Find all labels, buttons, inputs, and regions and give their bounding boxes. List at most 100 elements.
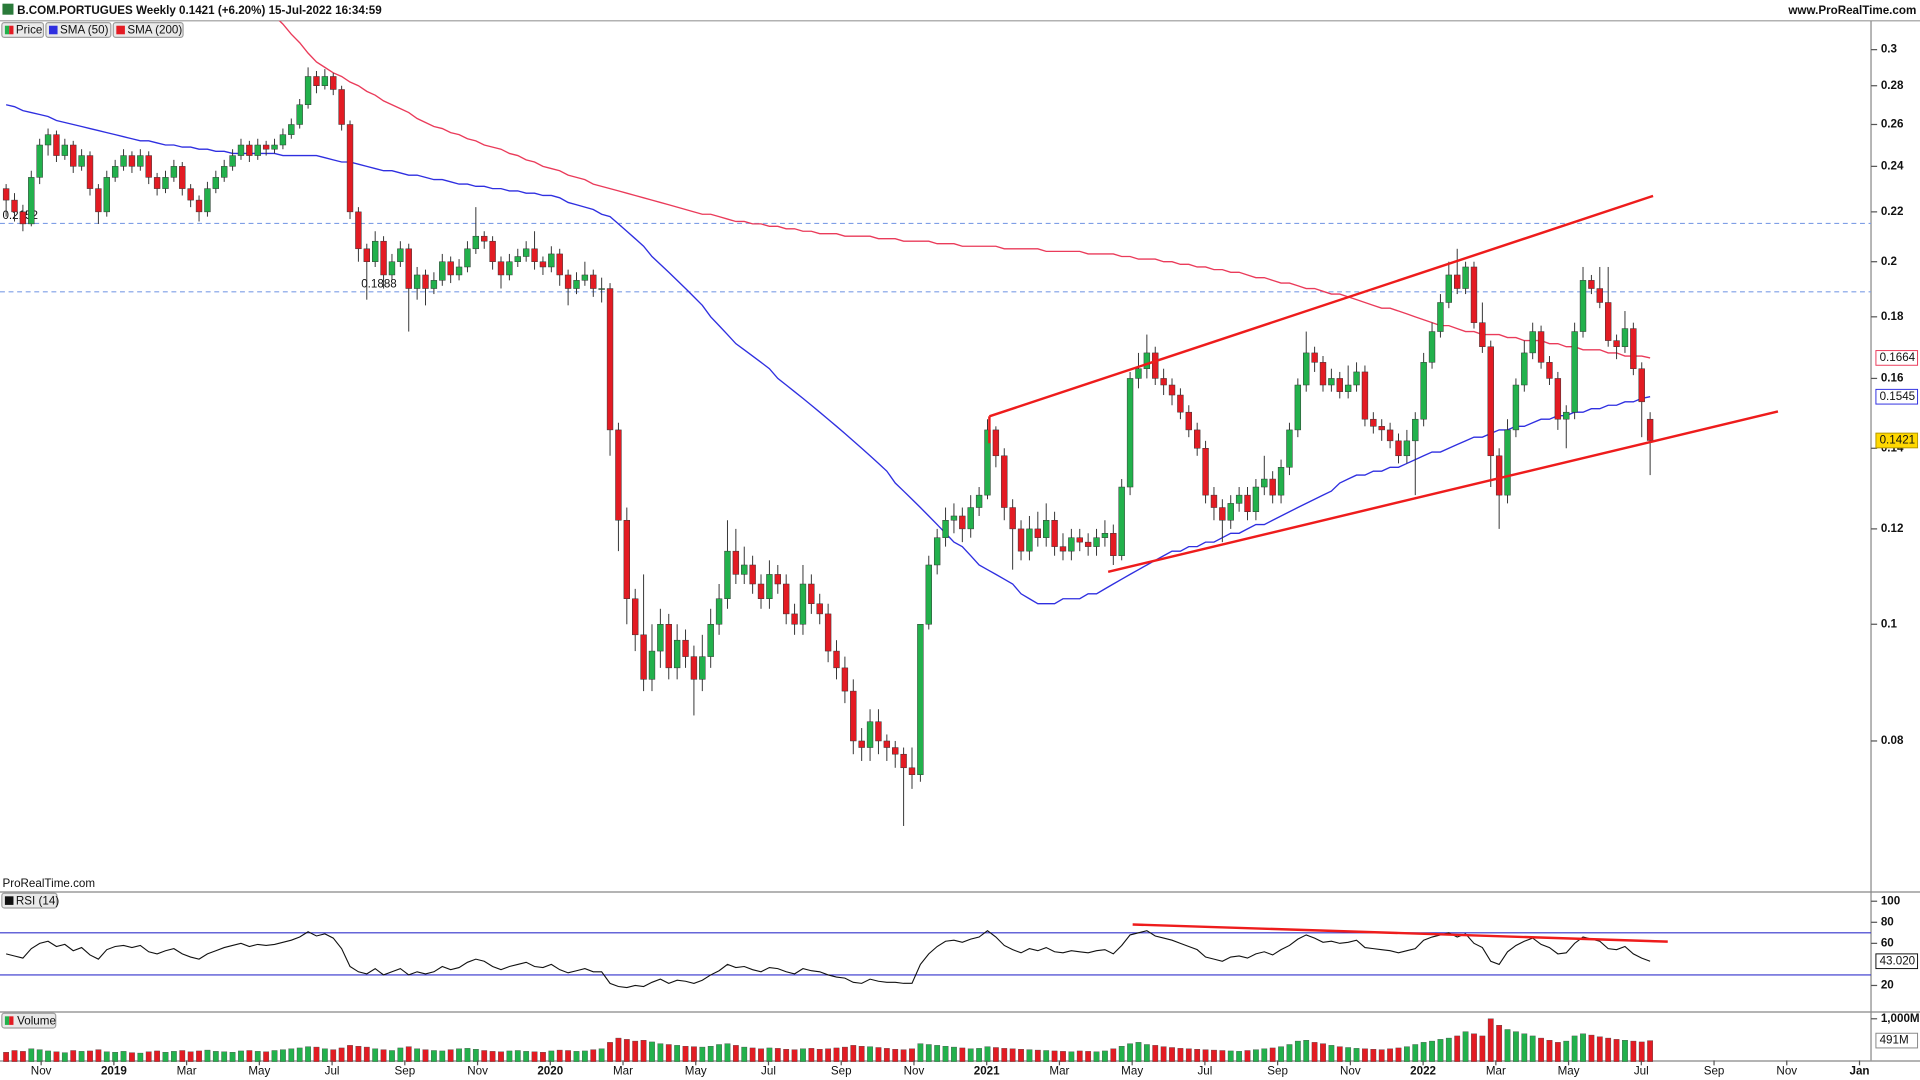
legend-box[interactable] — [1, 1012, 57, 1029]
candle-body — [447, 261, 454, 276]
volume-bar — [1420, 1042, 1427, 1062]
candle-body — [1311, 352, 1318, 363]
candle-body — [648, 650, 656, 680]
volume-bar — [716, 1044, 722, 1062]
candle-body — [732, 550, 740, 575]
volume-bar — [1118, 1046, 1125, 1062]
legend-box[interactable] — [112, 22, 184, 38]
candle-body — [1202, 448, 1209, 496]
volume-bar — [1454, 1035, 1461, 1062]
candle-body — [1193, 429, 1201, 449]
x-tick-label: Mar — [1049, 1065, 1069, 1078]
x-tick-label: Nov — [1340, 1065, 1361, 1078]
volume-bar — [246, 1050, 253, 1062]
candle-body — [1034, 528, 1042, 538]
volume-bar — [598, 1048, 605, 1062]
volume-bar — [942, 1046, 949, 1062]
volume-bar — [540, 1052, 546, 1062]
candle-body — [992, 429, 1000, 457]
volume-bar — [1060, 1051, 1066, 1062]
candle-body — [506, 261, 513, 276]
volume-bar — [481, 1050, 488, 1062]
x-tick-label: Sep — [1267, 1065, 1288, 1078]
value-badge-label: 0.1664 — [1880, 351, 1916, 364]
candle-body — [699, 656, 706, 680]
candle-body — [1378, 426, 1385, 431]
candle-body — [28, 177, 35, 225]
candle-body — [1370, 418, 1377, 427]
volume-bar — [1127, 1043, 1133, 1062]
site-link[interactable]: www.ProRealTime.com — [1787, 4, 1916, 17]
candle-body — [757, 583, 765, 599]
legend-label: SMA (200) — [127, 24, 182, 37]
candle-body — [749, 564, 756, 585]
volume-bar — [1143, 1044, 1150, 1062]
volume-bar — [850, 1045, 857, 1062]
candle-body — [1512, 384, 1520, 431]
volume-bar — [204, 1049, 211, 1062]
volume-bar — [1253, 1049, 1259, 1062]
candle-body — [1630, 328, 1637, 369]
candle-body — [1495, 455, 1503, 496]
candle-body — [1177, 394, 1184, 413]
level-label: 0.1888 — [361, 278, 397, 291]
volume-bar — [196, 1050, 202, 1062]
volume-bar — [699, 1046, 706, 1062]
volume-bar — [1034, 1049, 1041, 1062]
volume-bar — [632, 1040, 639, 1062]
volume-bar — [934, 1045, 941, 1062]
candle-body — [1227, 503, 1234, 521]
volume-bar — [967, 1048, 974, 1062]
candle-body — [489, 240, 496, 262]
candle-body — [170, 166, 178, 178]
candle-body — [1269, 478, 1276, 496]
candle-body — [1328, 378, 1335, 386]
candle-body — [808, 583, 815, 604]
candle-body — [1579, 280, 1587, 332]
candle-body — [145, 155, 152, 178]
y-tick-label: 0.26 — [1881, 118, 1904, 131]
value-badge — [1875, 388, 1919, 405]
volume-bar — [456, 1048, 462, 1062]
x-tick-label: Mar — [1486, 1065, 1506, 1078]
volume-bar — [1336, 1046, 1343, 1062]
volume-bar — [1269, 1047, 1276, 1062]
candle-body — [1445, 274, 1453, 303]
candle-body — [917, 624, 924, 775]
volume-bar — [883, 1048, 890, 1062]
volume-bar — [917, 1043, 924, 1062]
volume-bar — [582, 1050, 588, 1062]
volume-bar — [1051, 1050, 1058, 1062]
candle-body — [942, 520, 949, 538]
volume-bar — [724, 1043, 731, 1062]
volume-bar — [380, 1049, 387, 1062]
candle-body — [1319, 362, 1327, 386]
volume-bar — [774, 1048, 781, 1062]
pane-title: RSI (14) — [16, 894, 59, 907]
candle-body — [1143, 352, 1151, 369]
candle-body — [363, 248, 370, 262]
volume-bar — [976, 1048, 982, 1062]
candle-body — [413, 274, 421, 289]
legend-box[interactable] — [1, 892, 58, 909]
candle-body — [1395, 440, 1402, 457]
candle-body — [539, 261, 547, 268]
candle-body — [44, 134, 52, 146]
candle-body — [858, 740, 865, 748]
candle-body — [1110, 533, 1117, 556]
candle-body — [1344, 384, 1352, 392]
legend-box[interactable] — [45, 22, 112, 38]
volume-bar — [129, 1052, 135, 1062]
candle-body — [1428, 331, 1436, 363]
volume-bar — [1529, 1035, 1536, 1062]
volume-bar — [1412, 1044, 1419, 1062]
volume-bar — [1521, 1033, 1528, 1062]
candle-body — [657, 624, 664, 652]
candle-body — [1588, 280, 1595, 289]
candle-body — [707, 624, 714, 657]
volume-bar — [263, 1051, 270, 1062]
candle-body — [1244, 494, 1251, 512]
x-tick-label: May — [685, 1065, 707, 1078]
value-badge-label: 491M — [1880, 1034, 1909, 1047]
candle-body — [212, 177, 220, 189]
